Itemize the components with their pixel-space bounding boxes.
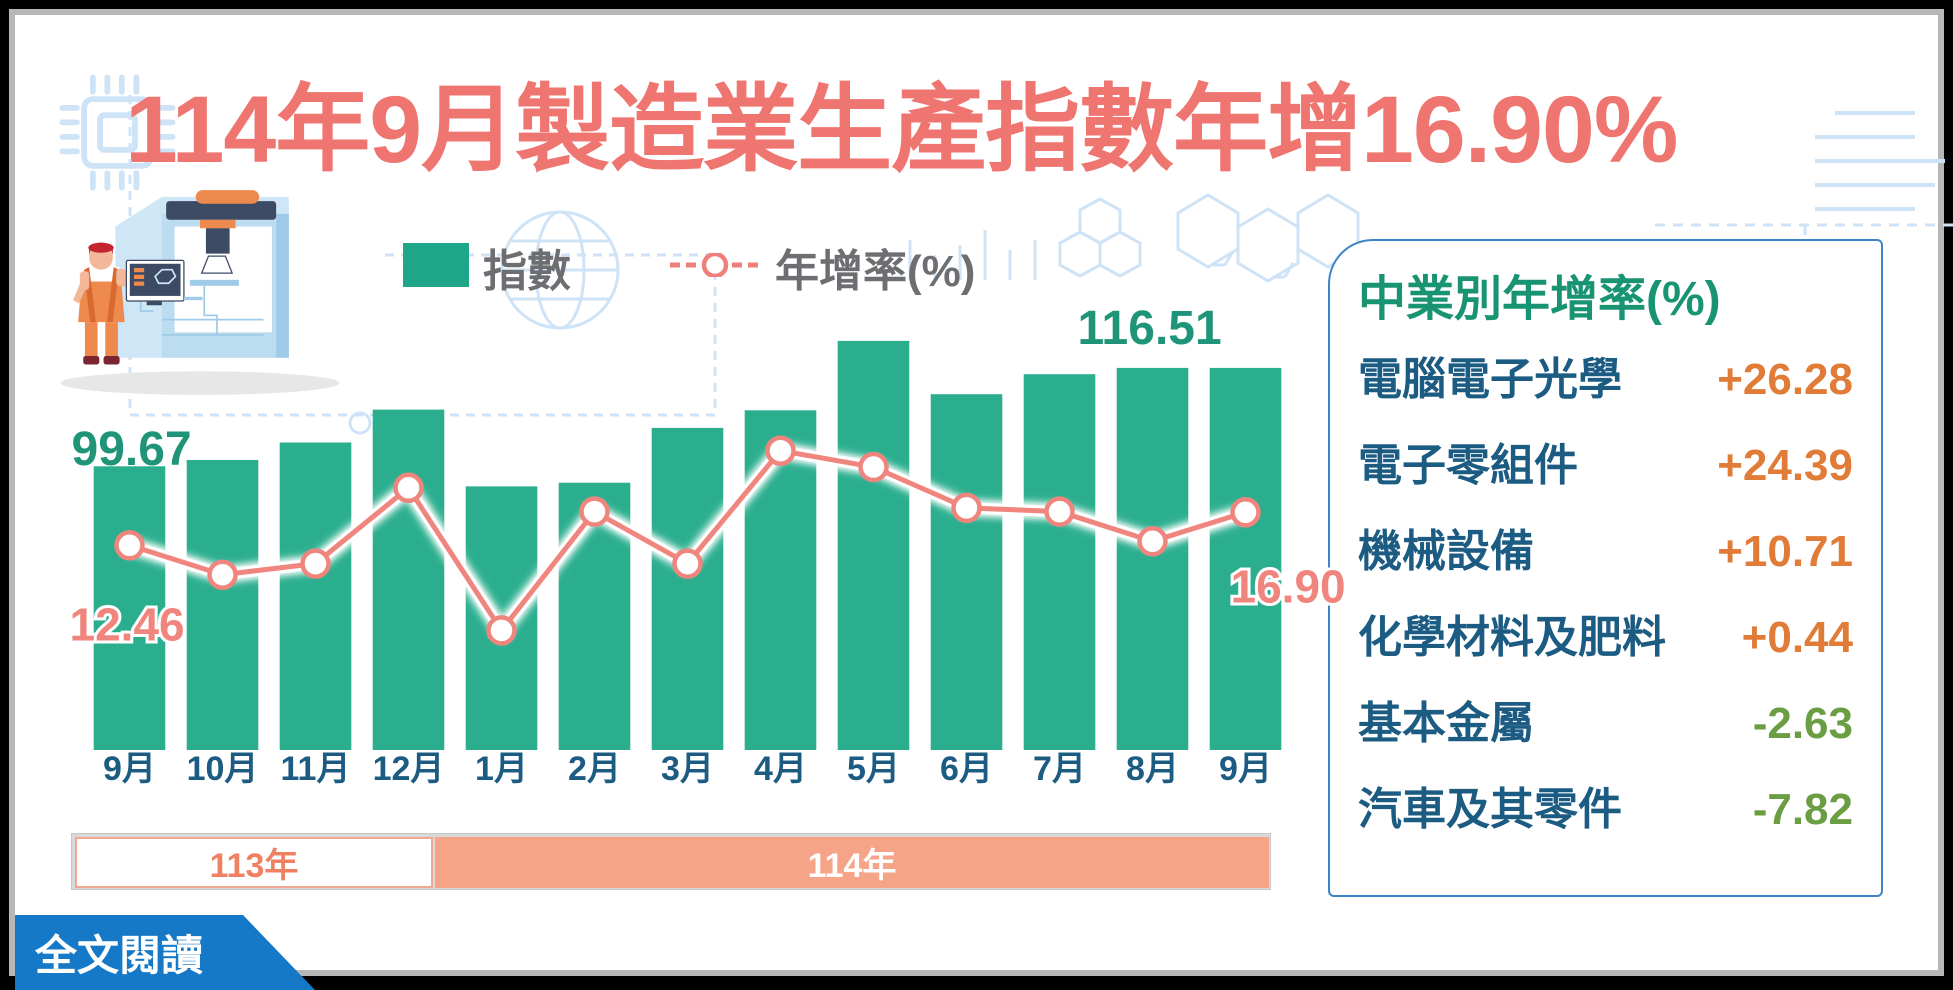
- svg-text:7月: 7月: [1033, 750, 1086, 788]
- svg-text:11月: 11月: [281, 750, 351, 788]
- svg-text:16.90: 16.90: [1231, 560, 1346, 612]
- svg-text:9月: 9月: [103, 750, 156, 788]
- svg-text:9月: 9月: [1219, 750, 1272, 788]
- svg-text:8月: 8月: [1126, 750, 1179, 788]
- svg-text:5月: 5月: [847, 750, 900, 788]
- svg-text:3月: 3月: [661, 750, 714, 788]
- svg-text:116.51: 116.51: [1078, 302, 1222, 355]
- svg-text:10月: 10月: [187, 750, 259, 788]
- svg-text:12.46: 12.46: [70, 598, 185, 650]
- svg-text:4月: 4月: [754, 750, 807, 788]
- svg-text:99.67: 99.67: [72, 423, 192, 476]
- svg-text:12月: 12月: [373, 750, 445, 788]
- svg-text:2月: 2月: [568, 750, 621, 788]
- svg-text:1月: 1月: [475, 750, 528, 788]
- svg-text:6月: 6月: [940, 750, 993, 788]
